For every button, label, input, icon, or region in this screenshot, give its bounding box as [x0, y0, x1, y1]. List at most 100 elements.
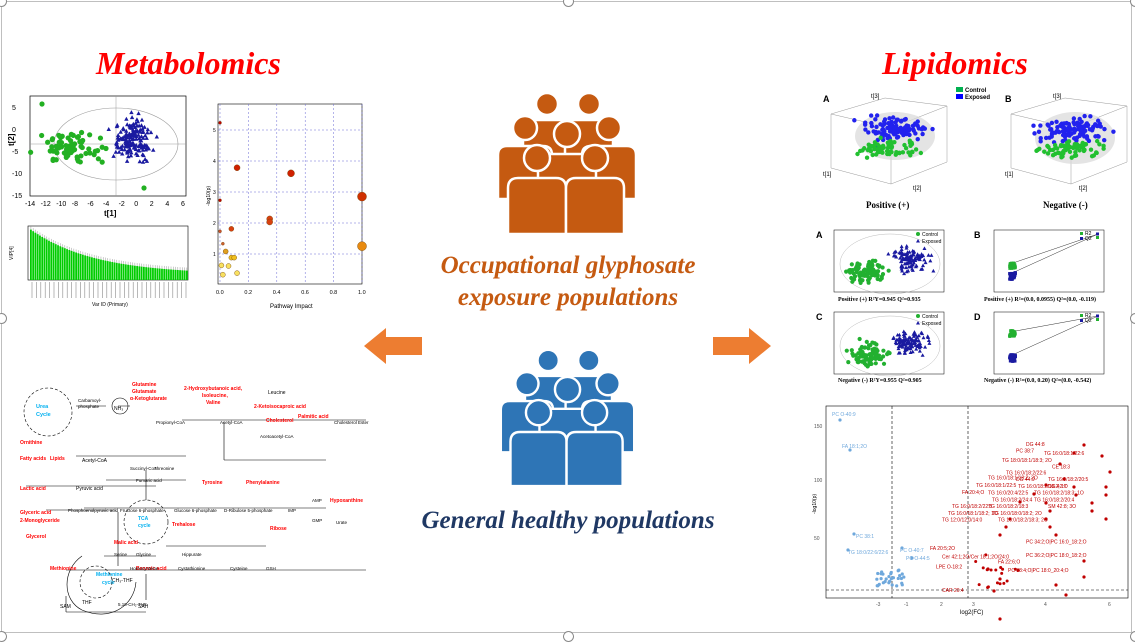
pca-control-point	[54, 150, 60, 156]
resize-handle[interactable]	[0, 313, 7, 324]
pca3d-exposed-point	[1031, 123, 1036, 128]
pathway-map-node: Acetyl-CoA	[82, 458, 108, 464]
volcano-up-point	[1058, 462, 1062, 466]
volcano-up-point	[998, 577, 1002, 581]
volcano-up-point	[1064, 593, 1068, 597]
plsda-exposed-point	[917, 254, 922, 258]
plsda-exposed-point	[899, 259, 904, 264]
vip-bar	[122, 264, 125, 280]
vip-bar	[129, 265, 132, 280]
pca3d-exposed-point	[1050, 131, 1055, 136]
volcano-down-label: PC O-40:7	[900, 548, 924, 554]
vip-bar	[185, 270, 188, 280]
resize-handle[interactable]	[0, 631, 7, 642]
pca3d-control-point	[1073, 149, 1078, 155]
volcano-up-label: CE 18:3	[1052, 465, 1070, 471]
pathway-map-node: Glutamate	[132, 389, 157, 395]
pca-control-point	[74, 156, 81, 162]
pca-exposed-point	[128, 125, 133, 130]
pca-exposed-point	[143, 147, 149, 152]
pca-control-point	[39, 132, 45, 139]
plsda-exposed-point	[916, 333, 921, 338]
pathway-map-node: CH₃-THF	[112, 578, 133, 584]
pca3d-control-point	[1064, 140, 1070, 145]
volcano-xtick: -1	[904, 602, 909, 608]
vip-bar	[68, 249, 71, 280]
perm-q2-point	[1013, 272, 1017, 276]
plsda-legend-exposed-marker	[916, 239, 920, 243]
vip-bar	[84, 255, 87, 280]
vip-bar	[172, 269, 175, 280]
plsda-exposed-point	[917, 349, 922, 353]
pca-control-point	[68, 131, 74, 137]
plsda-legend-exposed: Exposed	[922, 239, 942, 245]
pca-exposed-point	[132, 125, 138, 130]
resize-handle[interactable]	[0, 0, 7, 7]
pathway-xtick: 0.6	[301, 290, 309, 296]
resize-handle[interactable]	[563, 631, 574, 642]
volcano-up-point	[1018, 500, 1022, 504]
volcano-up-point	[974, 559, 978, 563]
pca3d-exposed-point	[1071, 116, 1077, 121]
pca-exposed-point	[130, 140, 135, 145]
pca-control-point	[49, 137, 55, 143]
pca3d-exposed-point	[1047, 135, 1052, 140]
pca3d-control-point	[1097, 142, 1102, 147]
plsda-exposed-point	[910, 259, 915, 263]
perm-legend-r2: R2	[1085, 313, 1092, 319]
pathway-map-node: Palmitic acid	[298, 414, 329, 420]
pca-exposed-point	[123, 139, 128, 144]
pca3d-control-point	[909, 149, 915, 155]
perm-q2-point	[1012, 358, 1016, 362]
pca-exposed-point	[144, 143, 150, 148]
pca3d-control-point	[906, 150, 911, 155]
pathway-map-node: Benzoic acid	[136, 566, 167, 572]
plsda-control-point	[866, 280, 871, 285]
plsda-exposed-point	[911, 338, 916, 343]
vip-bar	[138, 266, 141, 280]
vip-bar	[131, 265, 134, 280]
pca3d-exposed-point	[873, 117, 878, 122]
vip-bar	[39, 235, 41, 280]
pathway-map-node: Fructose 6-phosphate	[120, 508, 164, 513]
vip-bar	[32, 231, 35, 280]
plsda-control-point	[879, 274, 884, 279]
plsda-control-point	[864, 339, 869, 344]
pca-exposed-point	[133, 142, 139, 147]
pca3d-control-point	[1055, 146, 1060, 151]
pca-exposed-point	[114, 144, 120, 149]
vip-ylabel: VIP[4]	[9, 246, 15, 260]
pca-control-point	[68, 138, 74, 144]
resize-handle[interactable]	[1130, 313, 1135, 324]
pca3d-control-point	[1080, 145, 1086, 150]
pca3d-exposed-point	[886, 121, 891, 126]
vip-bar	[149, 267, 152, 280]
people-group-blue-icon	[499, 348, 636, 488]
volcano-down-label: TG 18:0/22:6/22:6	[848, 550, 889, 556]
plsda-control-point	[875, 276, 880, 282]
vip-bar	[100, 259, 102, 280]
pca-xtick: -8	[72, 201, 78, 208]
vip-bar	[63, 248, 66, 280]
pathway-map-node: Glyceric acid	[20, 510, 51, 516]
plsda-exposed-point	[916, 338, 921, 343]
pca3d-control-point	[880, 150, 885, 155]
pca-exposed-point	[129, 150, 134, 155]
resize-handle[interactable]	[1130, 0, 1135, 7]
perm-q2-point	[1011, 353, 1015, 357]
plsda-control-point	[862, 345, 867, 350]
pathway-map-node: Glycine	[136, 552, 152, 557]
plsda-exposed-point	[898, 251, 903, 255]
pathway-map-node: Hypoxanthine	[330, 498, 363, 504]
resize-handle[interactable]	[1130, 631, 1135, 642]
pca-exposed-point	[113, 149, 119, 154]
pca-exposed-point	[124, 133, 130, 138]
plsda-control-point	[849, 348, 854, 353]
pca-control-point	[56, 145, 62, 151]
resize-handle[interactable]	[563, 0, 574, 7]
pca-exposed-point	[118, 129, 123, 134]
volcano-up-point	[1100, 454, 1104, 458]
pca3d-control-point	[1037, 146, 1042, 151]
vip-bar	[152, 267, 154, 280]
pca3d-exposed-point	[1038, 123, 1043, 128]
